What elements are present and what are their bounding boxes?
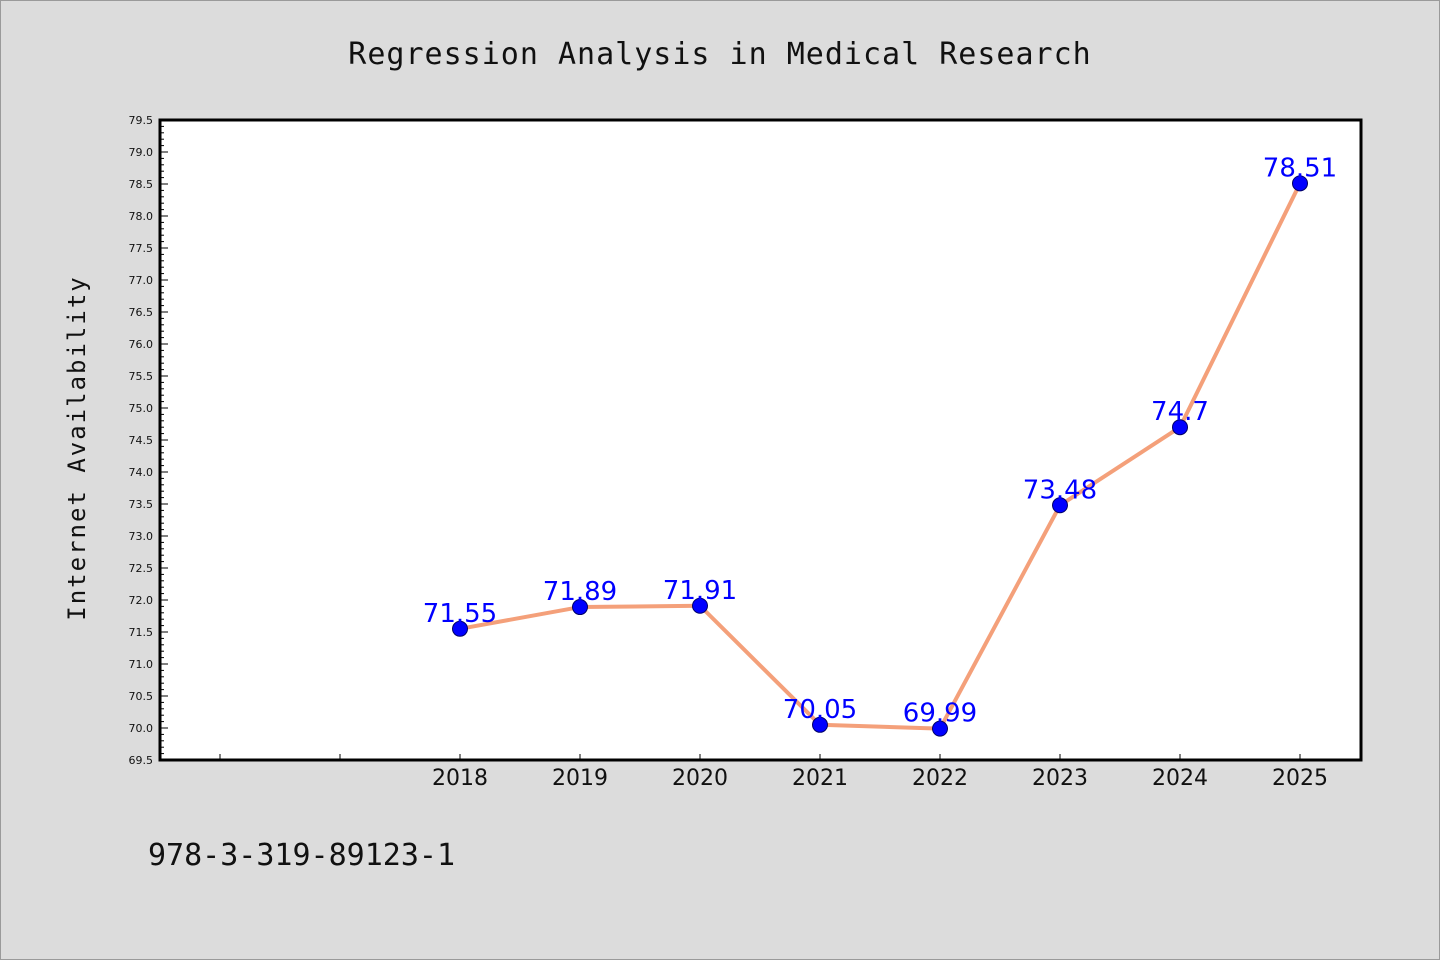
- y-tick-label: 78.0: [129, 210, 154, 223]
- y-tick-label: 69.5: [129, 754, 154, 767]
- y-tick-label: 77.0: [129, 274, 154, 287]
- data-point: [1292, 175, 1308, 192]
- y-tick-label: 72.0: [129, 594, 154, 607]
- y-tick-label: 73.5: [129, 498, 154, 511]
- chart-title: Regression Analysis in Medical Research: [348, 37, 1091, 72]
- x-tick-label: 2025: [1272, 766, 1328, 791]
- footer-isbn: 978-3-319-89123-1: [148, 838, 455, 873]
- data-point: [572, 599, 588, 616]
- data-point: [932, 720, 948, 737]
- data-label: 69.99: [903, 699, 977, 729]
- x-tick-label: 2022: [912, 766, 968, 791]
- y-tick-label: 75.0: [129, 402, 154, 415]
- data-point: [1172, 419, 1188, 436]
- y-tick-label: 77.5: [129, 242, 154, 255]
- data-series: 71.55 71.89 71.91 70.05 69.99 73.48 74.7 78.51: [423, 153, 1337, 737]
- y-tick-label: 70.0: [129, 722, 154, 735]
- y-axis-label: Internet Availability: [63, 275, 91, 620]
- x-tick-label: 2023: [1032, 766, 1088, 791]
- y-tick-label: 73.0: [129, 530, 154, 543]
- y-tick-label: 79.5: [129, 114, 154, 127]
- y-tick-label: 75.5: [129, 370, 154, 383]
- y-axis-ticks: 69.5 70.0 70.5 71.0 71.5 72.0 72.5 73.0 73.5 74.0…: [129, 114, 168, 767]
- x-tick-label: 2020: [672, 766, 728, 791]
- data-label: 71.55: [423, 599, 497, 629]
- data-point: [1052, 497, 1068, 514]
- y-tick-label: 72.5: [129, 562, 154, 575]
- x-tick-label: 2018: [432, 766, 488, 791]
- x-tick-label: 2019: [552, 766, 608, 791]
- y-tick-label: 76.5: [129, 306, 154, 319]
- data-label: 71.89: [543, 577, 617, 607]
- y-tick-label: 74.5: [129, 434, 154, 447]
- y-tick-label: 70.5: [129, 690, 154, 703]
- y-tick-label: 71.5: [129, 626, 154, 639]
- y-tick-label: 76.0: [129, 338, 154, 351]
- y-tick-label: 71.0: [129, 658, 154, 671]
- y-tick-label: 79.0: [129, 146, 154, 159]
- data-point: [692, 597, 708, 614]
- data-label: 73.48: [1023, 475, 1097, 505]
- series-line: [458, 181, 1302, 731]
- data-label: 74.7: [1151, 397, 1209, 427]
- data-label: 78.51: [1263, 153, 1337, 183]
- x-tick-label: 2021: [792, 766, 848, 791]
- data-label: 70.05: [783, 695, 857, 725]
- data-point: [452, 620, 468, 637]
- y-tick-label: 74.0: [129, 466, 154, 479]
- x-axis-ticks: 2018 2019 2020 2021 2022 2023 2024 2025: [219, 754, 1328, 791]
- x-tick-label: 2024: [1152, 766, 1208, 791]
- y-tick-label: 78.5: [129, 178, 154, 191]
- data-point: [812, 716, 828, 733]
- data-label: 71.91: [663, 576, 737, 606]
